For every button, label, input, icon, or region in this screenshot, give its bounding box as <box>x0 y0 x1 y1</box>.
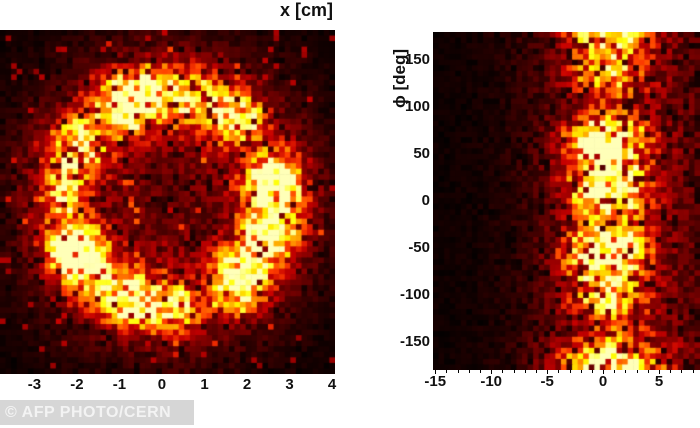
tick-label: 4 <box>327 376 337 393</box>
minor-tick <box>491 370 492 374</box>
right-x-axis-minor-ticks <box>433 370 700 374</box>
minor-tick <box>603 370 604 374</box>
tick-label: -50 <box>408 238 430 256</box>
minor-tick <box>558 370 559 373</box>
left-heatmap-canvas <box>0 30 335 374</box>
minor-tick <box>547 370 548 374</box>
tick-label: 0 <box>421 192 430 209</box>
minor-tick <box>614 370 615 373</box>
right-y-axis-label: ϕ [deg] <box>390 48 409 108</box>
minor-tick <box>435 370 436 374</box>
tick-label: -15 <box>424 373 447 390</box>
tick-label: 0 <box>598 373 608 390</box>
tick-label: 5 <box>654 373 664 390</box>
tick-label: -100 <box>399 285 430 303</box>
minor-tick <box>592 370 593 373</box>
tick-label: -1 <box>112 376 127 393</box>
minor-tick <box>670 370 671 373</box>
minor-tick <box>458 370 459 373</box>
tick-label: -5 <box>540 373 554 390</box>
watermark-credit: © AFP PHOTO/CERN <box>0 400 194 425</box>
left-x-axis-label: x [cm] <box>279 0 333 20</box>
tick-label: -150 <box>399 332 430 350</box>
minor-tick <box>659 370 660 374</box>
minor-tick <box>469 370 470 373</box>
tick-label: 2 <box>242 376 252 393</box>
minor-tick <box>681 370 682 373</box>
tick-label: 0 <box>157 376 167 393</box>
tick-label: 50 <box>413 145 430 163</box>
minor-tick <box>514 370 515 373</box>
minor-tick <box>570 370 571 373</box>
minor-tick <box>693 370 694 373</box>
minor-tick <box>536 370 537 373</box>
right-heatmap-canvas <box>433 32 700 370</box>
tick-label: 100 <box>404 98 430 116</box>
minor-tick <box>637 370 638 373</box>
minor-tick <box>581 370 582 373</box>
minor-tick <box>625 370 626 373</box>
minor-tick <box>446 370 447 373</box>
minor-tick <box>480 370 481 373</box>
minor-tick <box>525 370 526 373</box>
tick-label: -2 <box>70 376 84 393</box>
tick-label: -3 <box>27 376 42 393</box>
tick-label: -10 <box>480 373 503 390</box>
tick-label: 3 <box>285 376 294 393</box>
tick-label: 150 <box>404 51 430 69</box>
minor-tick <box>648 370 649 373</box>
minor-tick <box>502 370 503 373</box>
tick-label: 1 <box>200 376 209 393</box>
